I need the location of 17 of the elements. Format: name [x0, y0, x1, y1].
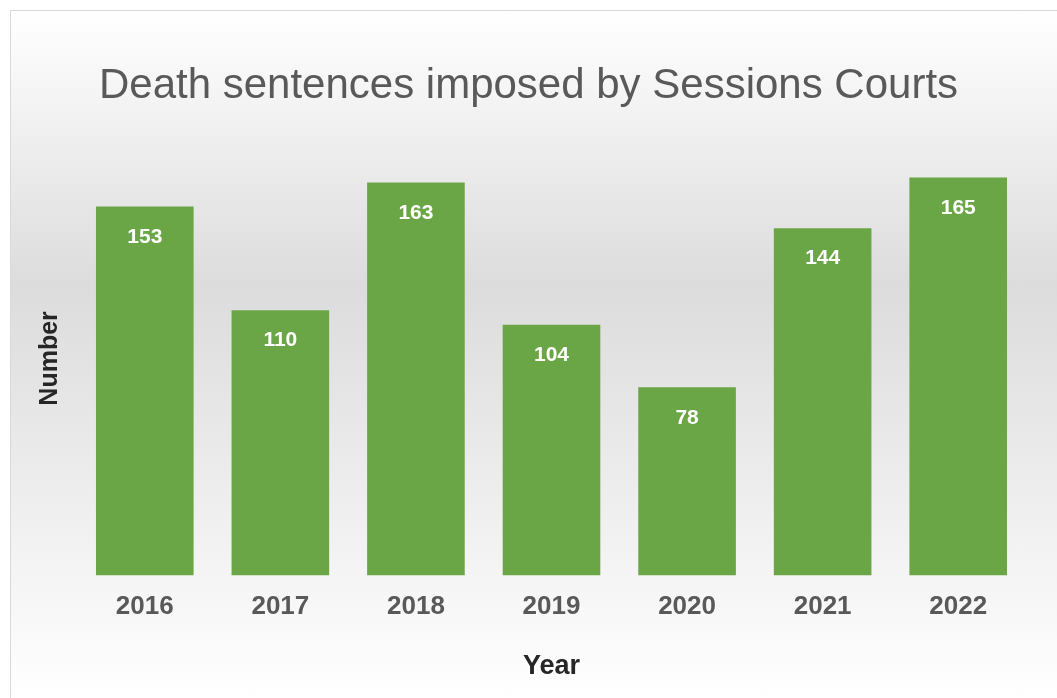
x-tick-label: 2020	[658, 590, 716, 621]
chart-title: Death sentences imposed by Sessions Courts	[98, 59, 959, 107]
data-label: 110	[263, 327, 298, 351]
x-tick-label: 2016	[115, 590, 174, 621]
x-tick-label: 2019	[522, 590, 581, 621]
data-label: 104	[533, 341, 570, 365]
data-label: 165	[940, 194, 977, 218]
data-label: 78	[675, 404, 700, 428]
x-tick-label: 2018	[387, 590, 445, 621]
data-label: 163	[398, 199, 434, 223]
x-axis-title: Year	[522, 650, 581, 681]
data-label: 153	[127, 223, 163, 247]
x-tick-label: 2017	[251, 590, 310, 621]
data-label: 144	[805, 245, 841, 269]
x-tick-label: 2021	[793, 590, 852, 621]
y-axis-title: Number	[33, 310, 62, 406]
x-tick-label: 2022	[929, 590, 988, 621]
